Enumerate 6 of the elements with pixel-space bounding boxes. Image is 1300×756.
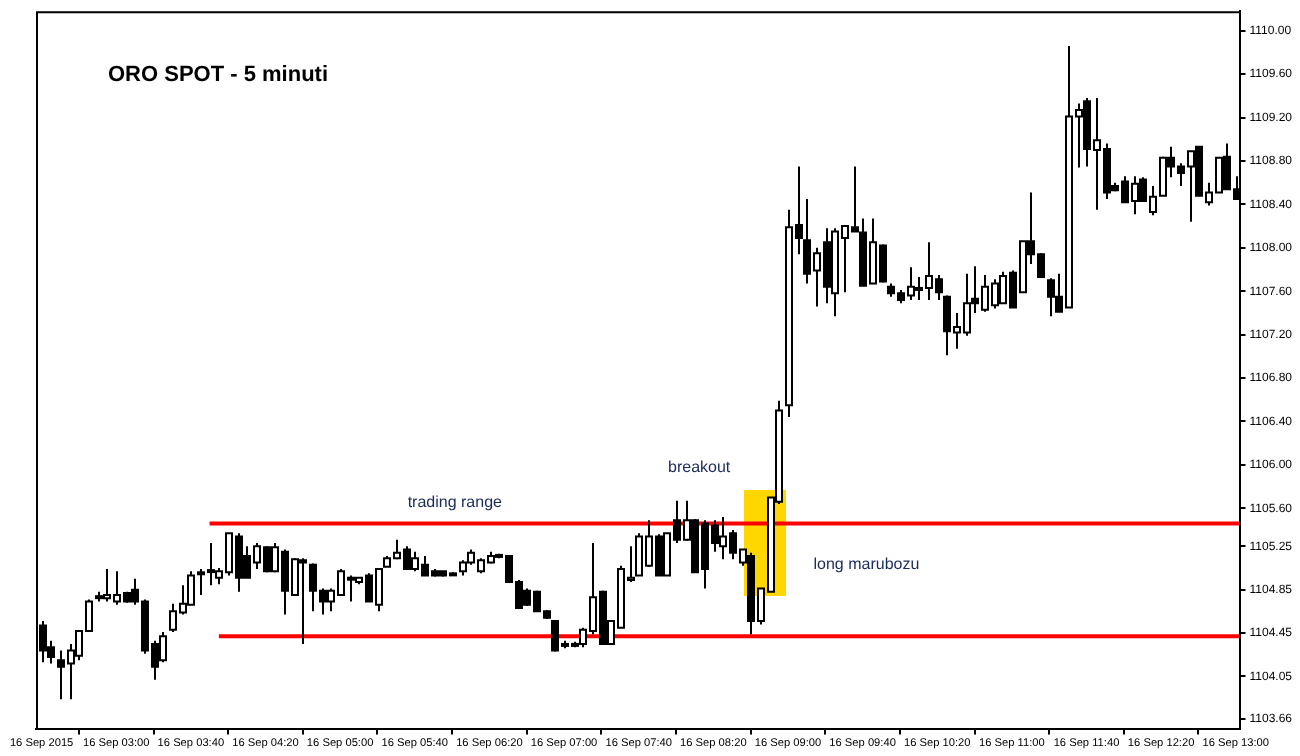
annotation: breakout: [668, 457, 732, 476]
text: ORO SPOT - 5 minuti: [108, 63, 329, 88]
candlestick: [1047, 277, 1055, 318]
annotation: trading range: [407, 493, 504, 511]
candlestick: [299, 557, 307, 645]
annotation: long marubozu: [813, 555, 920, 574]
